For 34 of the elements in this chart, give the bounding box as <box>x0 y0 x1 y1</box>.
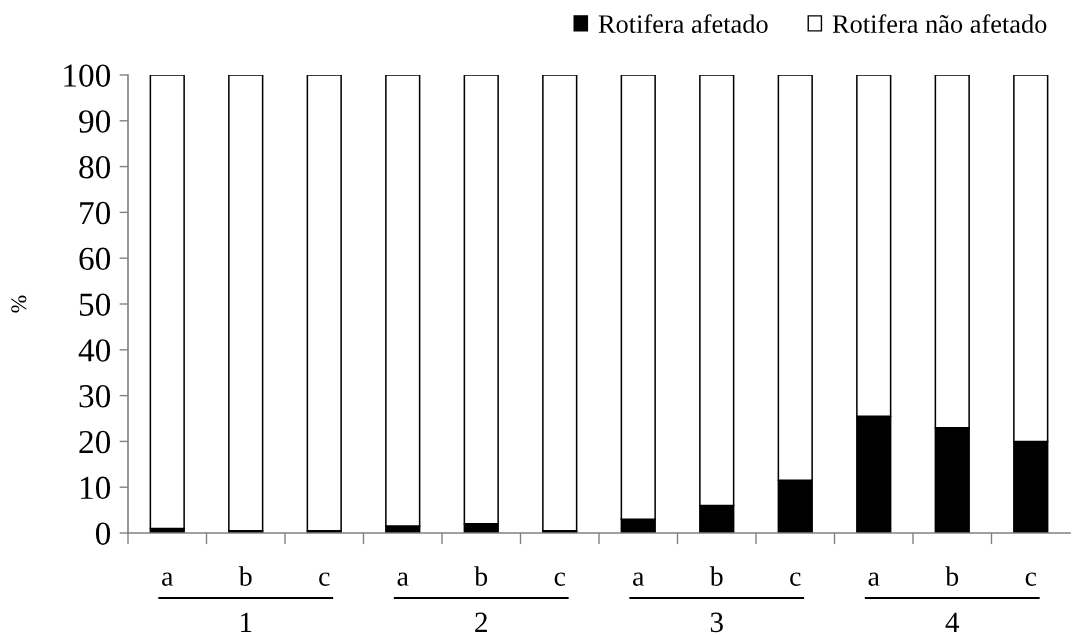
y-tick-label: 50 <box>79 293 111 316</box>
x-tick-label: b <box>238 566 252 586</box>
x-tick-label: a <box>868 572 880 586</box>
y-tick-label: 80 <box>79 156 111 179</box>
x-tick-label: a <box>633 572 645 586</box>
text: 4 <box>945 612 960 632</box>
x-tick-label: b <box>474 566 488 586</box>
x-tick-label: c <box>554 572 566 586</box>
y-tick-label: 60 <box>79 247 111 271</box>
x-tick-label: c <box>319 572 330 586</box>
text: 3 <box>710 612 723 633</box>
y-tick-label: 100 <box>64 64 111 87</box>
x-tick-label: b <box>709 566 723 586</box>
y-tick-label: 90 <box>79 110 111 133</box>
x-tick-label: b <box>945 566 959 586</box>
y-axis-title: % <box>11 295 27 313</box>
legend-label: Rotifera afetado <box>598 14 768 33</box>
text: 1 <box>241 612 252 632</box>
y-tick-label: 10 <box>80 476 111 500</box>
bar <box>306 75 342 532</box>
y-tick-label: 0 <box>95 522 111 545</box>
x-tick-label: a <box>397 572 409 586</box>
y-tick-label: 70 <box>80 201 111 225</box>
y-tick-label: 20 <box>79 430 111 454</box>
bar <box>228 75 264 532</box>
y-tick-label: 30 <box>79 385 111 408</box>
text: 2 <box>475 612 487 632</box>
legend-label: Rotifera não afetado <box>832 14 1047 33</box>
x-tick-label: c <box>1025 572 1037 586</box>
x-tick-label: c <box>790 572 801 586</box>
y-tick-label: 40 <box>78 339 111 362</box>
x-tick-label: a <box>162 572 174 586</box>
bar <box>149 75 185 530</box>
bar <box>542 75 578 532</box>
